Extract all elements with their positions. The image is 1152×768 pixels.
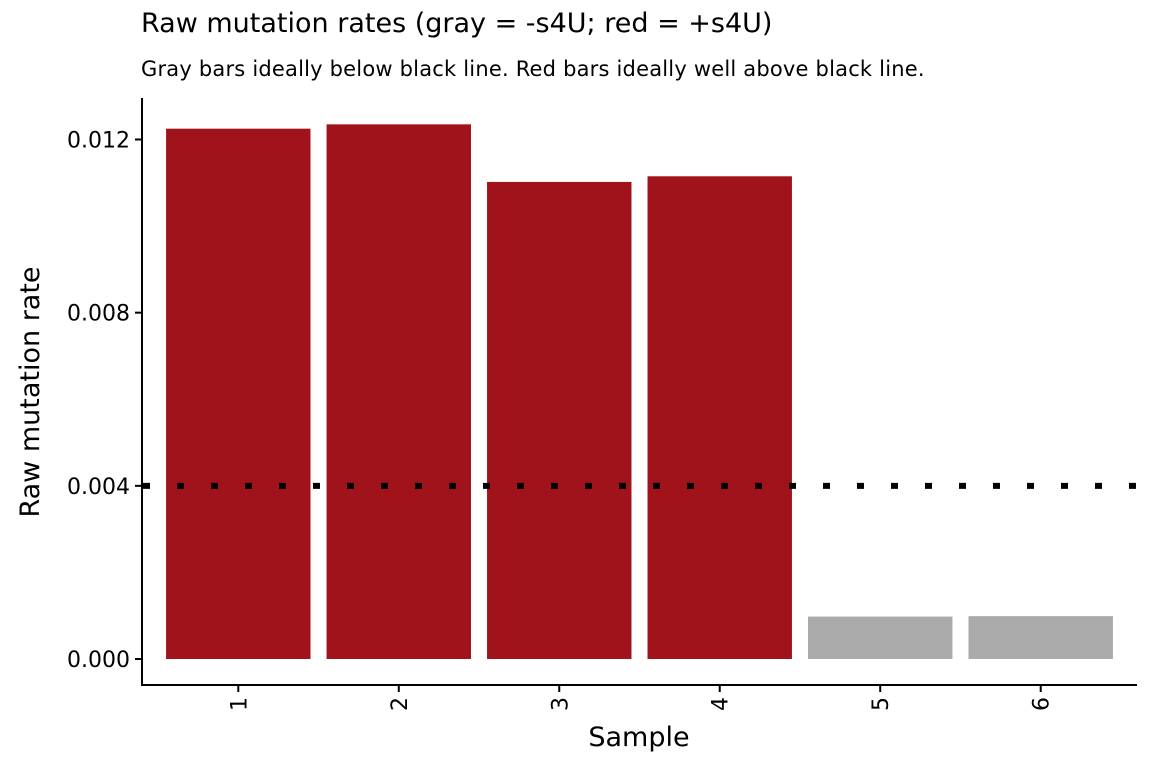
x-axis-label: Sample [588,722,689,753]
y-tick-label: 0.000 [67,648,130,673]
bar-sample-4 [647,176,792,659]
chart-subtitle: Gray bars ideally below black line. Red … [141,57,925,81]
x-tick-label: 6 [1030,697,1055,711]
bar-sample-6 [968,616,1113,659]
bar-sample-1 [166,128,311,660]
x-tick-label: 4 [709,697,734,711]
x-tick-label: 1 [227,697,252,711]
y-tick-label: 0.012 [67,129,130,154]
y-tick-label: 0.004 [67,475,130,500]
x-tick-label: 5 [869,697,894,711]
x-axis-ticks: 1 2 3 4 5 6 [227,685,1055,711]
x-tick-label: 2 [388,697,413,711]
x-tick-label: 3 [548,697,573,711]
y-axis-label: Raw mutation rate [15,266,46,517]
y-tick-label: 0.008 [67,302,130,327]
bar-sample-3 [487,181,632,659]
bar-sample-2 [326,124,471,660]
bar-sample-5 [808,616,953,659]
bars-group [166,124,1113,660]
chart-title: Raw mutation rates (gray = -s4U; red = +… [141,8,773,39]
y-axis-ticks: 0.000 0.004 0.008 0.012 [67,129,142,673]
